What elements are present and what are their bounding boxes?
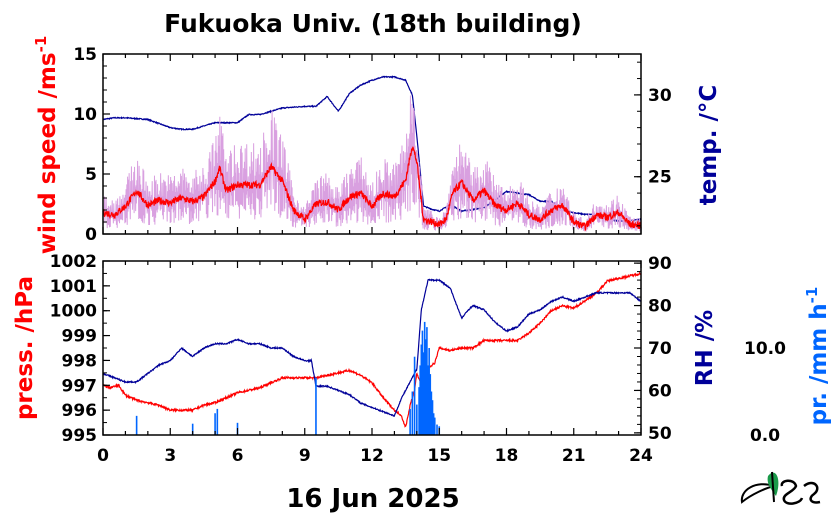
precip-bar bbox=[416, 404, 418, 435]
y-left-tick-label: 10 bbox=[73, 105, 97, 125]
x-tick-label: 12 bbox=[360, 446, 384, 466]
x-tick-label: 24 bbox=[629, 446, 653, 466]
x-tick-label: 0 bbox=[97, 446, 109, 466]
chart-title: Fukuoka Univ. (18th building) bbox=[164, 9, 582, 38]
precip-bar bbox=[411, 391, 414, 435]
precip-tick-label: 0.0 bbox=[750, 426, 780, 446]
pressure-axis-label: press. /hPa bbox=[12, 276, 38, 420]
x-tick-label: 6 bbox=[232, 446, 244, 466]
y-left-tick-label: 5 bbox=[85, 165, 97, 185]
x-tick-label: 18 bbox=[495, 446, 519, 466]
pressure-series bbox=[102, 271, 642, 428]
temperature-axis-label: temp. /°C bbox=[696, 85, 722, 206]
precip-bar bbox=[216, 408, 219, 435]
wind-speed-axis-label: wind speed /ms-1 bbox=[32, 36, 61, 255]
y-right-tick-label: 60 bbox=[648, 381, 672, 401]
y-left-tick-label: 1002 bbox=[50, 252, 97, 272]
x-tick-label: 9 bbox=[299, 446, 311, 466]
wind-gust-series bbox=[102, 95, 642, 232]
precip-bar bbox=[428, 348, 430, 435]
rh-series bbox=[102, 278, 642, 418]
precip-bar bbox=[214, 413, 216, 435]
precip-bar bbox=[420, 344, 423, 435]
precip-bar bbox=[423, 321, 426, 435]
precip-bar bbox=[436, 424, 438, 435]
precip-bar bbox=[427, 365, 429, 435]
precip-bar bbox=[433, 417, 436, 435]
precip-bar bbox=[135, 415, 138, 435]
precipitation-axis-label: pr. /mm h-1 bbox=[803, 287, 832, 426]
x-tick-label: 3 bbox=[164, 446, 176, 466]
y-left-tick-label: 1000 bbox=[50, 302, 97, 322]
precip-bar bbox=[413, 356, 416, 435]
precip-bar bbox=[315, 377, 317, 435]
x-tick-label: 21 bbox=[562, 446, 586, 466]
mes-leaf-logo-icon bbox=[740, 471, 821, 505]
precip-bar bbox=[421, 330, 424, 435]
precip-bar bbox=[431, 400, 434, 435]
y-left-tick-label: 996 bbox=[62, 401, 98, 421]
y-right-tick-label: 50 bbox=[648, 424, 672, 444]
x-tick-label: 15 bbox=[427, 446, 451, 466]
precip-bar bbox=[426, 327, 428, 435]
precip-bar bbox=[430, 391, 433, 435]
rh-axis-label: RH /% bbox=[692, 310, 718, 386]
y-left-tick-label: 15 bbox=[73, 45, 97, 65]
y-left-tick-label: 995 bbox=[62, 426, 98, 446]
precip-bar bbox=[191, 423, 194, 435]
y-left-tick-label: 998 bbox=[62, 351, 98, 371]
y-right-tick-label: 25 bbox=[648, 168, 672, 188]
y-left-tick-label: 1001 bbox=[50, 277, 97, 297]
precip-bar bbox=[432, 413, 435, 435]
precip-bar bbox=[418, 387, 420, 435]
precip-bar bbox=[425, 339, 427, 435]
y-left-tick-label: 997 bbox=[62, 376, 98, 396]
y-right-tick-label: 70 bbox=[648, 339, 672, 359]
precip-bar bbox=[422, 352, 425, 435]
precip-bar bbox=[409, 408, 411, 435]
top-panel: 0 5 10 15 25 30 bbox=[73, 45, 672, 245]
bottom-plot-frame bbox=[102, 260, 642, 436]
date-label: 16 Jun 2025 bbox=[286, 484, 459, 514]
y-left-tick-label: 0 bbox=[85, 225, 97, 245]
y-right-tick-label: 90 bbox=[648, 254, 672, 274]
precip-tick-label: 10.0 bbox=[744, 339, 786, 359]
y-right-tick-label: 80 bbox=[648, 297, 672, 317]
bottom-panel: 0 3 6 9 12 15 18 21 24 995 996 997 998 999 1000 1001 100… bbox=[50, 252, 672, 466]
y-left-tick-label: 999 bbox=[62, 327, 98, 347]
precip-bar bbox=[429, 374, 432, 435]
y-right-tick-label: 30 bbox=[648, 86, 672, 106]
wind-speed-series bbox=[102, 145, 642, 232]
precip-bar bbox=[419, 365, 421, 435]
